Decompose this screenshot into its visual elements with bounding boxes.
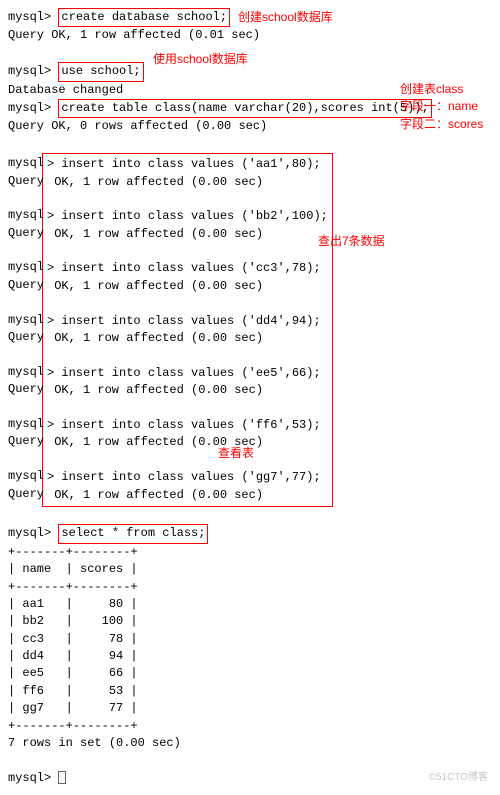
watermark: ©51CTO博客 [429, 771, 488, 786]
anno-use-db: 使用school数据库 [153, 51, 248, 68]
inserts-group: > insert into class values ('aa1',80); O… [42, 153, 333, 507]
anno-create-db: 创建school数据库 [238, 9, 333, 26]
insert-prefix-col: mysql Query mysql Query mysql Query mysq… [8, 155, 44, 503]
result-create-db: Query OK, 1 row affected (0.01 sec) [8, 27, 492, 44]
rows-summary: 7 rows in set (0.00 sec) [8, 735, 492, 752]
table-row: | bb2 | 100 | [8, 613, 492, 630]
cmd-use-db: use school; [58, 62, 143, 81]
table-row: | dd4 | 94 | [8, 648, 492, 665]
anno-create-table: 创建表class 字段一：name 字段二：scores [400, 81, 483, 133]
prompt-final: mysql> [8, 770, 492, 787]
cmd-create-table: create table class(name varchar(20),scor… [58, 99, 431, 118]
table-border-mid: +-------+--------+ [8, 579, 492, 596]
prompt: mysql> [8, 10, 51, 24]
prompt: mysql> [8, 64, 51, 78]
line-use-db: mysql> use school; [8, 62, 492, 81]
table-border-top: +-------+--------+ [8, 544, 492, 561]
table-row: | cc3 | 78 | [8, 631, 492, 648]
cmd-create-db: create database school; [58, 8, 230, 27]
table-body: | aa1 | 80 || bb2 | 100 || cc3 | 78 || d… [8, 596, 492, 718]
prompt: mysql> [8, 526, 51, 540]
table-row: | ff6 | 53 | [8, 683, 492, 700]
table-row: | aa1 | 80 | [8, 596, 492, 613]
table-row: | ee5 | 66 | [8, 665, 492, 682]
cmd-select: select * from class; [58, 524, 208, 543]
table-header: | name | scores | [8, 561, 492, 578]
table-border-bot: +-------+--------+ [8, 718, 492, 735]
cursor[interactable] [58, 771, 66, 784]
table-row: | gg7 | 77 | [8, 700, 492, 717]
prompt: mysql> [8, 101, 51, 115]
line-select: mysql> select * from class; [8, 524, 492, 543]
